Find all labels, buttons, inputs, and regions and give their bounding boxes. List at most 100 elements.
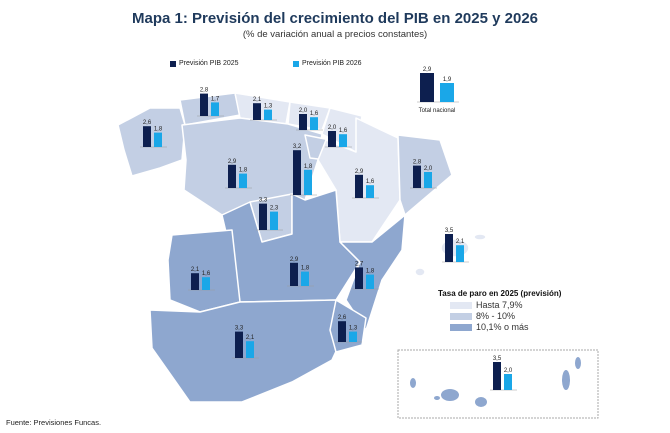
bar-group: 2,82,0 (410, 160, 437, 189)
legend-label: Previsión PIB 2026 (302, 60, 362, 67)
source-footer: Fuente: Previsiones Funcas. (6, 418, 102, 427)
region-canarias-island (434, 396, 440, 400)
label-2026: 1,3 (349, 326, 358, 332)
bar-2025 (259, 203, 267, 230)
label-2026: 1,8 (154, 127, 163, 133)
bar-2025 (293, 150, 301, 195)
bar-group: 2,81,7 (197, 88, 224, 117)
bar-2025 (290, 262, 298, 286)
bar-2026 (424, 172, 432, 188)
label-2026: 1,9 (443, 77, 452, 83)
bar-2025 (355, 174, 363, 198)
label-2025: 2,1 (191, 267, 200, 273)
legend-pib-2025: Previsión PIB 2025 (170, 60, 239, 67)
bar-2025 (445, 234, 453, 262)
bar-2026 (366, 185, 374, 198)
label-2025: 3,3 (259, 198, 268, 204)
bar-group: 2,11,6 (188, 267, 215, 291)
bar-group: 3,52,1 (442, 228, 469, 263)
bar-group: 2,01,6 (296, 108, 323, 131)
label-2026: 2,1 (246, 335, 255, 341)
legend-item-low: Hasta 7,9% (450, 300, 523, 310)
label-2025: 3,5 (445, 228, 454, 234)
label-2025: 3,3 (235, 326, 244, 332)
label-2025: 3,5 (493, 356, 502, 362)
region-canarias-island (441, 389, 459, 401)
bar-2025 (420, 73, 434, 102)
page-subtitle: (% de variación anual a precios constant… (242, 29, 428, 40)
label-2025: 2,7 (355, 261, 364, 267)
bar-group: 2,9 1,9 Total nacional (417, 67, 459, 114)
bar-group: 2,91,8 (225, 159, 252, 189)
bar-2026 (304, 169, 312, 195)
label-2025: 2,0 (328, 125, 337, 131)
bar-2025 (228, 164, 236, 188)
label-2025: 2,6 (143, 120, 152, 126)
region-galicia (117, 107, 186, 177)
bar-2026 (310, 117, 318, 130)
bar-group: 2,91,6 (352, 169, 379, 199)
label-2025: 2,9 (423, 67, 432, 73)
legend-pib-2026: Previsión PIB 2026 (293, 60, 362, 67)
region-baleares-ibiza (414, 267, 426, 277)
label-2026: 1,8 (304, 164, 313, 170)
label-2025: 2,9 (290, 257, 299, 263)
legend-label: 10,1% o más (476, 322, 529, 332)
label-2026: 1,7 (211, 96, 220, 102)
page-title: Mapa 1: Previsión del crecimiento del PI… (131, 10, 539, 27)
label-2025: 2,8 (413, 160, 422, 166)
bar-group: 2,71,8 (352, 261, 379, 290)
bar-2025 (299, 114, 307, 130)
bar-2026 (239, 173, 247, 188)
legend-label: 8% - 10% (476, 311, 516, 321)
label-2026: 2,0 (424, 166, 433, 172)
label-2026: 1,6 (202, 271, 211, 277)
bar-2025 (200, 93, 208, 116)
label-2025: 3,2 (293, 144, 302, 150)
bar-group: 3,52,0 (490, 356, 517, 391)
bar-2026 (246, 341, 254, 358)
label-2026: 1,6 (310, 111, 319, 117)
region-canarias-island (475, 397, 487, 407)
label-2026: 1,8 (366, 269, 375, 275)
bar-2025 (355, 267, 363, 289)
label-2026: 1,6 (339, 128, 348, 134)
legend-label: Hasta 7,9% (476, 300, 523, 310)
legend-swatch (170, 60, 176, 67)
label-2026: 2,3 (270, 206, 279, 212)
bar-2026 (211, 102, 219, 116)
bar-group: 2,91,8 (287, 257, 314, 287)
bar-2025 (191, 273, 199, 290)
bar-2026 (456, 245, 464, 262)
label-2026: 2,0 (504, 368, 513, 374)
bar-2025 (338, 321, 346, 342)
legend-item-high: 10,1% o más (450, 322, 529, 332)
legend-label: Previsión PIB 2025 (179, 60, 239, 67)
region-canarias-island (410, 378, 416, 388)
bar-2026 (339, 134, 347, 147)
bar-group: 2,61,3 (335, 315, 362, 343)
bar-2025 (253, 103, 261, 120)
legend-swatch (293, 60, 299, 67)
group-label: Total nacional (419, 108, 456, 114)
label-2025: 2,0 (299, 108, 308, 114)
bar-2025 (143, 126, 151, 147)
label-2026: 1,8 (239, 168, 248, 174)
bar-2026 (349, 331, 357, 342)
bar-group: 3,32,3 (256, 198, 283, 231)
region-canarias-island (575, 357, 581, 369)
bar-group: 3,32,1 (232, 326, 259, 359)
bar-2025 (235, 331, 243, 358)
label-2025: 2,1 (253, 97, 262, 103)
label-2026: 1,8 (301, 266, 310, 272)
bar-group: 2,11,3 (250, 97, 277, 121)
label-2026: 2,1 (456, 239, 465, 245)
bar-group: 2,01,6 (325, 125, 352, 148)
bar-2026 (264, 109, 272, 120)
bar-2025 (413, 165, 421, 188)
bar-2026 (154, 132, 162, 147)
canarias-inset-frame (397, 349, 599, 419)
label-2025: 2,9 (228, 159, 237, 165)
